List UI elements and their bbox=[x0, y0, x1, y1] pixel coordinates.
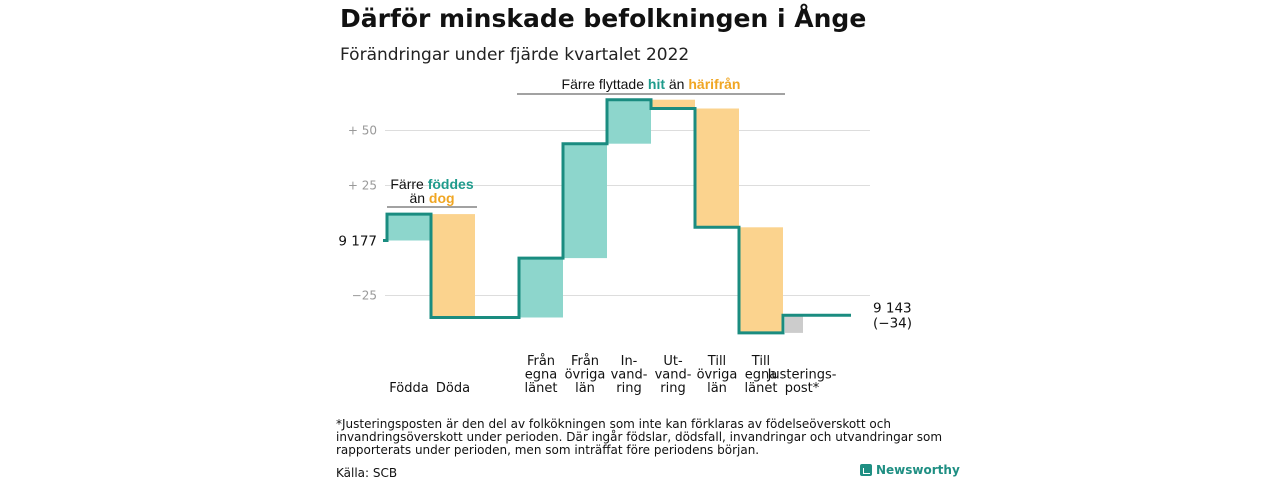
chart-subtitle: Förändringar under fjärde kvartalet 2022 bbox=[340, 45, 690, 65]
category-label: ring bbox=[616, 381, 641, 396]
footnote: *Justeringsposten är den del av folkökni… bbox=[336, 417, 943, 457]
category-label: övriga bbox=[565, 368, 606, 383]
bar-födda bbox=[387, 214, 431, 241]
end-value-label: 9 143 bbox=[873, 300, 912, 316]
newsworthy-logo[interactable]: Newsworthy bbox=[860, 463, 960, 477]
bar-justerings- bbox=[785, 315, 803, 333]
annotation-migration: Färre flyttade hit än härifrån bbox=[562, 76, 741, 92]
bar-ut- bbox=[651, 99, 695, 109]
category-label: ring bbox=[660, 381, 685, 396]
category-label: Döda bbox=[436, 381, 470, 396]
bar-från bbox=[563, 143, 607, 259]
bar-till bbox=[739, 227, 783, 333]
category-label: vand- bbox=[611, 368, 648, 383]
category-label: Ut- bbox=[663, 354, 683, 369]
category-label: länet bbox=[745, 381, 778, 396]
source-label: Källa: SCB bbox=[336, 466, 398, 480]
y-tick-label: + 25 bbox=[348, 179, 377, 193]
bar-döda bbox=[431, 214, 475, 318]
category-label: Födda bbox=[389, 381, 428, 396]
y-tick-label: + 50 bbox=[348, 124, 377, 138]
chart-title: Därför minskade befolkningen i Ånge bbox=[340, 4, 867, 33]
category-label: övriga bbox=[697, 368, 738, 383]
category-label: länet bbox=[525, 381, 558, 396]
start-value-label: 9 177 bbox=[338, 234, 377, 250]
category-label: län bbox=[707, 381, 727, 396]
category-label: Till bbox=[707, 354, 726, 369]
category-label: Till bbox=[751, 354, 770, 369]
newsworthy-logo-text: Newsworthy bbox=[876, 463, 960, 477]
category-label: post* bbox=[785, 381, 820, 396]
category-label: In- bbox=[621, 354, 638, 369]
category-label: Från bbox=[571, 354, 599, 369]
bar-in- bbox=[607, 99, 651, 144]
category-label: egna bbox=[525, 368, 557, 383]
annotation-births-deaths: Färre föddes bbox=[390, 176, 473, 192]
category-label: Från bbox=[527, 354, 555, 369]
category-label: vand- bbox=[655, 368, 692, 383]
bar-till bbox=[695, 108, 739, 228]
newsworthy-logo-icon bbox=[860, 464, 872, 476]
step-line bbox=[383, 98, 851, 335]
end-change-label: (−34) bbox=[873, 315, 912, 331]
y-tick-label: −25 bbox=[352, 289, 377, 303]
category-label: Justerings- bbox=[767, 368, 837, 383]
bar-från bbox=[519, 258, 563, 318]
category-label: egna bbox=[745, 368, 777, 383]
annotation-births-deaths-line2: än dog bbox=[409, 190, 454, 206]
category-label: län bbox=[575, 381, 595, 396]
